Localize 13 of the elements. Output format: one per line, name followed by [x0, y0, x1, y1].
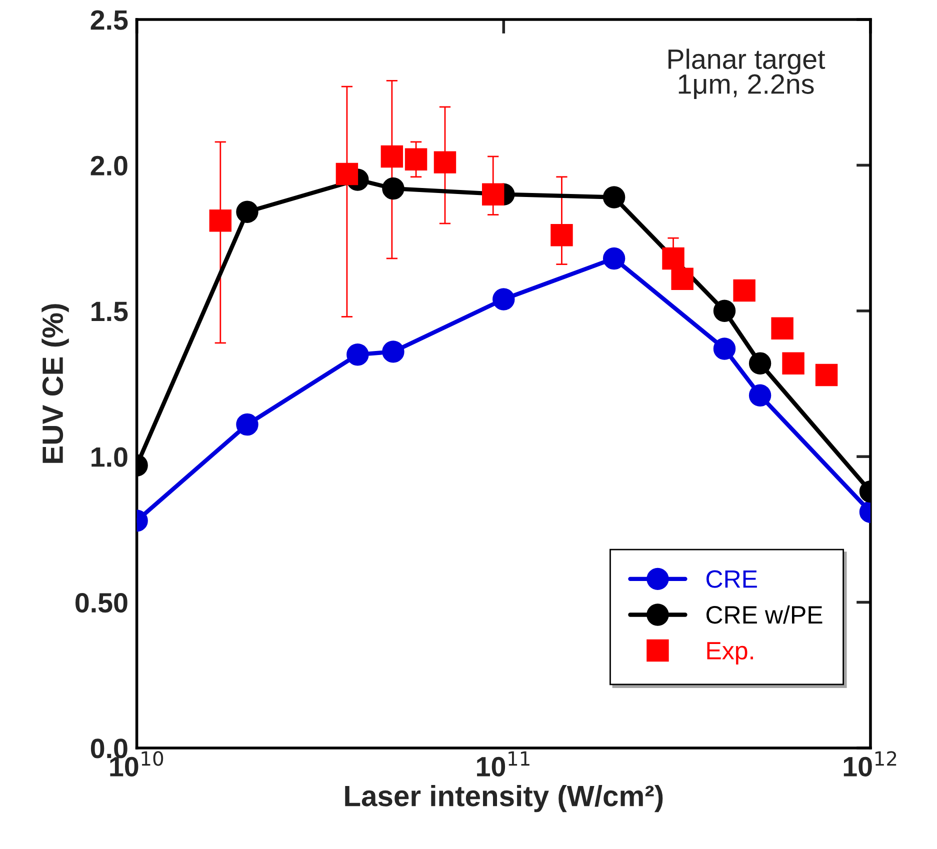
- y-tick-label: 0.50: [76, 592, 128, 613]
- annotation: Planar target 1μm, 2.2ns: [668, 48, 826, 100]
- y-tick-label: 2.5: [90, 10, 128, 30]
- legend-label: CRE w/PE: [706, 605, 822, 624]
- y-tick-label: 2.0: [90, 156, 128, 176]
- x-axis-title: Laser intensity (W/cm²): [345, 784, 663, 812]
- y-axis-title: EUV CE (%): [42, 304, 69, 463]
- x-tick-label: 10$^{11}$: [477, 751, 530, 777]
- x-tick-label: 10$^{12}$: [844, 751, 896, 776]
- y-tick-label: 1.0: [92, 447, 128, 467]
- legend-label: CRE: [706, 570, 757, 588]
- y-tick-label: 1.5: [92, 302, 128, 322]
- legend-label: Exp.: [707, 642, 753, 664]
